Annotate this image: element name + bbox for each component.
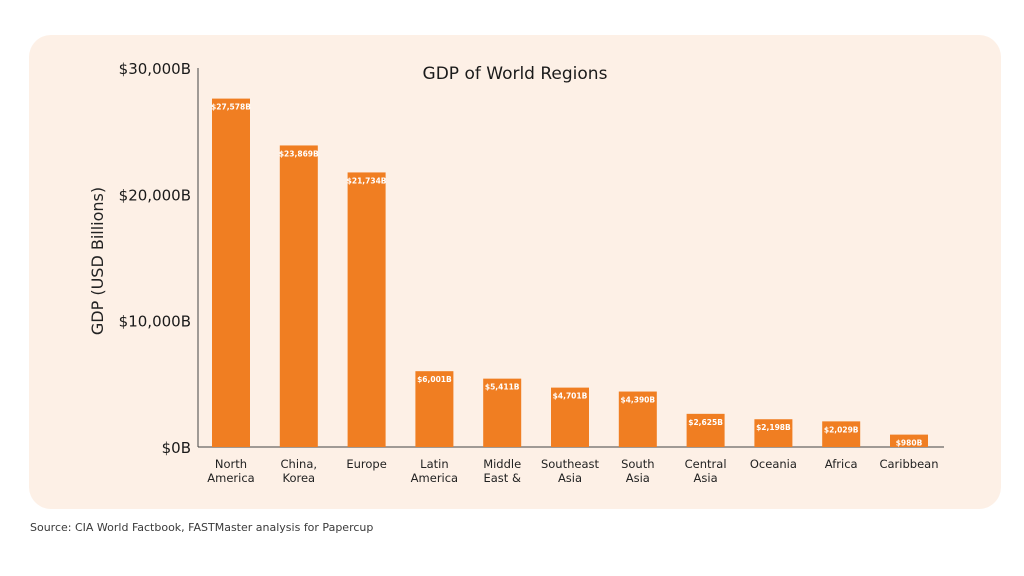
x-tick-label: East & — [483, 471, 520, 485]
x-tick-label: America — [411, 471, 458, 485]
x-tick-label: Middle — [483, 457, 521, 471]
bar-data-label: $5,411B — [485, 383, 520, 392]
bar-data-label: $2,625B — [688, 418, 723, 427]
x-tick-label: Oceania — [750, 457, 797, 471]
x-tick-label: Africa — [825, 457, 858, 471]
x-tick-label: Asia — [626, 471, 650, 485]
x-tick-label: America — [207, 471, 254, 485]
bar-data-label: $23,869B — [279, 149, 319, 158]
bar — [618, 391, 657, 447]
y-tick-label: $0B — [162, 439, 191, 457]
bar — [890, 434, 928, 447]
x-tick-label: Korea — [282, 471, 315, 485]
bar-data-label: $6,001B — [417, 375, 452, 384]
x-tick-label: Southeast — [541, 457, 600, 471]
bar — [551, 387, 589, 447]
x-tick-label: North — [215, 457, 247, 471]
source-note: Source: CIA World Factbook, FASTMaster a… — [30, 521, 374, 534]
bar — [822, 421, 861, 447]
bar — [483, 378, 522, 447]
bar-data-label: $21,734B — [347, 176, 387, 185]
bar — [347, 172, 386, 448]
bar — [212, 98, 250, 447]
y-tick-label: $20,000B — [119, 186, 191, 204]
x-tick-label: China, — [281, 457, 318, 471]
y-axis-ticks: $0B $10,000B $20,000B $30,000B — [119, 60, 191, 457]
y-tick-label: $30,000B — [119, 60, 191, 78]
bar-data-label: $27,578B — [211, 103, 251, 112]
bar-data-label: $2,029B — [824, 425, 859, 434]
bar — [415, 371, 454, 447]
y-tick-label: $10,000B — [119, 313, 191, 331]
x-tick-label: Central — [685, 457, 727, 471]
bars-group: $27,578B $23,869B $21,734B $6,001B $5,411B $4… — [211, 98, 928, 448]
y-axis-label: GDP (USD Billions) — [88, 187, 107, 335]
chart-title: GDP of World Regions — [423, 64, 608, 84]
bar — [686, 413, 725, 447]
x-tick-label: South — [621, 457, 654, 471]
x-tick-label: Caribbean — [879, 457, 938, 471]
x-tick-label: Europe — [346, 457, 386, 471]
bar — [754, 419, 793, 447]
bar — [279, 145, 318, 448]
bar-data-label: $2,198B — [756, 423, 791, 432]
x-tick-label: Asia — [694, 471, 718, 485]
x-tick-label: Asia — [558, 471, 582, 485]
x-tick-label: Latin — [420, 457, 448, 471]
bar-data-label: $980B — [896, 439, 923, 448]
bar-data-label: $4,701B — [553, 392, 588, 401]
bar-data-label: $4,390B — [620, 396, 655, 405]
